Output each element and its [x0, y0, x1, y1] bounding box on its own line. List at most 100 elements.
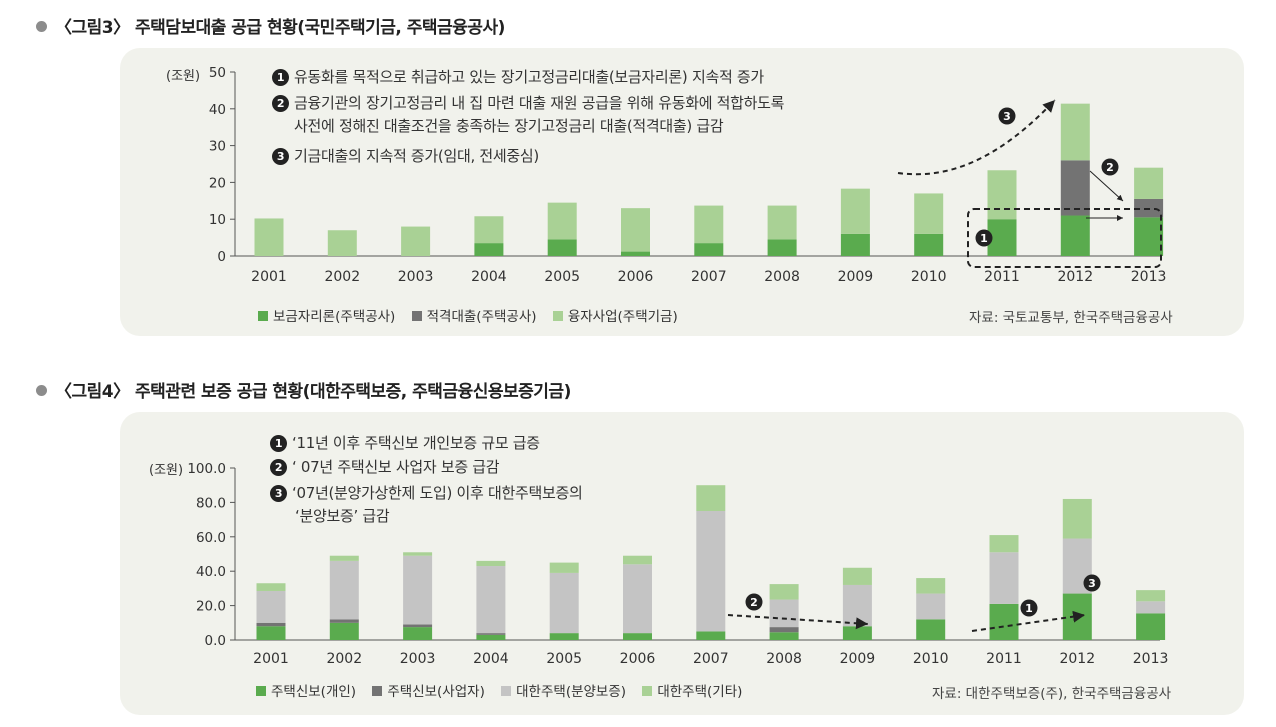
fig3-source: 자료: 국토교통부, 한국주택금융공사 [969, 310, 1173, 326]
fig4-unit: (조원) [149, 463, 184, 478]
legend-item: 대한주택(분양보증) [501, 680, 626, 700]
number-badge-label: 1 [1025, 602, 1033, 615]
bar-segment [1136, 601, 1166, 614]
bar-segment [767, 239, 797, 256]
fig4-note-1: 1 ‘11년 이후 주택신보 개인보증 규모 급증 [270, 432, 540, 454]
x-tick-label: 2010 [911, 269, 947, 285]
bar-segment [476, 566, 506, 634]
bar-segment [474, 243, 504, 256]
x-tick-label: 2006 [618, 269, 654, 285]
bar-segment [401, 226, 431, 256]
number-3-icon: 3 [272, 148, 289, 165]
number-2-icon: 2 [270, 459, 287, 476]
y-tick-label: 0 [217, 249, 226, 265]
bar-segment [1060, 160, 1090, 216]
y-tick-label: 100.0 [187, 461, 226, 477]
fig3-note-1: 1 유동화를 목적으로 취급하고 있는 장기고정금리대출(보금자리론) 지속적 증… [272, 66, 764, 88]
x-tick-label: 2008 [764, 269, 800, 285]
legend-swatch [372, 686, 383, 696]
legend-swatch [642, 686, 653, 696]
bar-segment [916, 578, 946, 594]
bar-segment [549, 633, 579, 640]
number-badge-label: 3 [1088, 577, 1096, 590]
y-tick-label: 50 [209, 65, 226, 81]
bar-segment [769, 584, 799, 600]
x-tick-label: 2011 [984, 269, 1020, 285]
y-tick-label: 20.0 [196, 599, 226, 615]
bar-segment [694, 205, 724, 244]
fig4-legend: 주택신보(개인) 주택신보(사업자) 대한주택(분양보증) 대한주택(기타) [256, 680, 754, 700]
bar-segment [403, 627, 433, 640]
bar-segment [254, 218, 284, 256]
bar-segment [476, 633, 506, 635]
bar-segment [403, 552, 433, 556]
x-tick-label: 2005 [544, 269, 580, 285]
bullet-icon [36, 385, 47, 396]
x-tick-label: 2001 [253, 651, 289, 667]
x-tick-label: 2010 [913, 651, 949, 667]
legend-item: 융자사업(주택기금) [552, 305, 678, 325]
bar-segment [987, 170, 1017, 220]
bar-segment [476, 634, 506, 640]
x-tick-label: 2008 [766, 651, 802, 667]
bar-segment [696, 631, 726, 640]
fig4-title: 〈그림4〉 주택관련 보증 공급 현황(대한주택보증, 주택금융신용보증기금) [36, 377, 571, 402]
y-tick-label: 60.0 [196, 530, 226, 546]
fig3-title-text: 〈그림3〉 주택담보대출 공급 현황(국민주택기금, 주택금융공사) [55, 18, 505, 38]
bar-segment [329, 622, 359, 640]
x-tick-label: 2002 [324, 269, 360, 285]
bar-segment [769, 627, 799, 633]
number-badge-label: 2 [1106, 161, 1114, 174]
fig3-unit: (조원) [166, 69, 201, 84]
x-tick-label: 2012 [1059, 651, 1095, 667]
bar-segment [1134, 217, 1164, 256]
fig3-legend: 보금자리론(주택공사) 적격대출(주택공사) 융자사업(주택기금) [258, 305, 690, 325]
bar-segment [1060, 103, 1090, 161]
bar-segment [1136, 590, 1166, 602]
number-badge-label: 2 [750, 596, 758, 609]
legend-item: 적격대출(주택공사) [411, 305, 537, 325]
x-tick-label: 2013 [1131, 269, 1167, 285]
bar-segment [769, 599, 799, 628]
x-tick-label: 2001 [251, 269, 287, 285]
x-tick-label: 2012 [1057, 269, 1093, 285]
bar-segment [476, 560, 506, 567]
number-3-icon: 3 [270, 485, 287, 502]
bar-segment [1136, 613, 1166, 640]
x-tick-label: 2003 [400, 651, 436, 667]
fig4-note-3-cont: ‘분양보증’ 급감 [295, 507, 390, 525]
y-tick-label: 30 [209, 139, 226, 155]
x-tick-label: 2004 [473, 651, 509, 667]
fig4-note-2: 2 ‘ 07년 주택신보 사업자 보증 급감 [270, 456, 500, 478]
number-badge-icon [745, 593, 763, 611]
number-badge-label: 3 [1003, 110, 1011, 123]
bar-segment [329, 619, 359, 623]
x-tick-label: 2003 [398, 269, 434, 285]
fig4-note-3: 3 ‘07년(분양가상한제 도입) 이후 대한주택보증의 [270, 482, 583, 504]
number-badge-icon [998, 107, 1016, 125]
bar-segment [621, 208, 650, 252]
trend-arrow [897, 99, 1056, 176]
bar-segment [1062, 593, 1092, 640]
number-2-icon: 2 [272, 95, 289, 112]
bar-segment [840, 188, 870, 234]
number-badge-icon [1020, 599, 1038, 617]
bar-segment [623, 633, 652, 640]
bar-segment [256, 626, 286, 640]
fig4-source: 자료: 대한주택보증(주), 한국주택금융공사 [932, 686, 1172, 702]
bar-segment [914, 233, 944, 256]
legend-item: 주택신보(개인) [256, 680, 356, 700]
y-tick-label: 20 [209, 175, 226, 191]
number-1-icon: 1 [272, 69, 289, 86]
bar-segment [696, 485, 726, 511]
bar-segment [989, 603, 1019, 640]
number-1-icon: 1 [270, 435, 287, 452]
bar-segment [623, 564, 652, 634]
x-tick-label: 2007 [691, 269, 727, 285]
y-tick-label: 10 [209, 212, 226, 228]
y-tick-label: 80.0 [196, 495, 226, 511]
x-tick-label: 2006 [620, 651, 656, 667]
fig3-panel: 0 10 20 30 40 50 2001 2002 2003 2004 2005 2006 2007 2… [120, 48, 1244, 336]
legend-swatch [501, 686, 512, 696]
x-tick-label: 2011 [986, 651, 1022, 667]
